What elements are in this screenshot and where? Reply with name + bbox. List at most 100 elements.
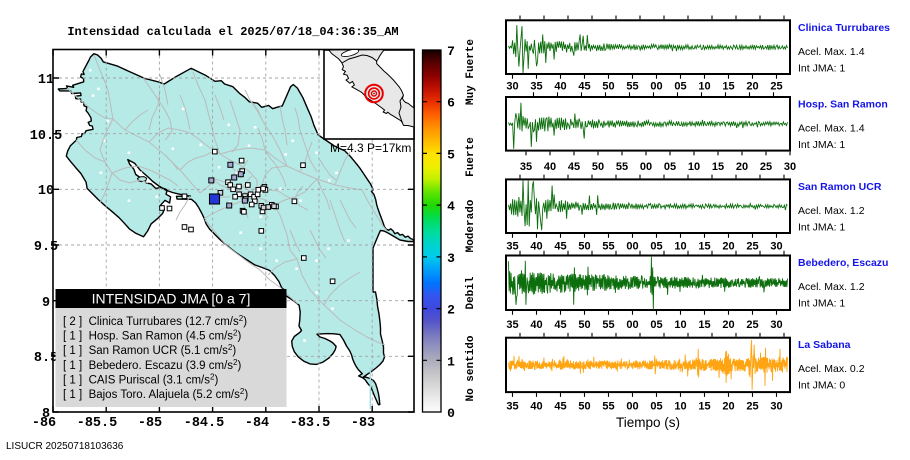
- svg-text:10: 10: [38, 184, 54, 199]
- svg-text:45: 45: [578, 81, 590, 93]
- svg-text:50: 50: [592, 161, 604, 173]
- svg-text:Hosp. San Ramon: Hosp. San Ramon: [798, 99, 888, 111]
- svg-text:25: 25: [760, 161, 772, 173]
- svg-text:M=4.3 P=17km: M=4.3 P=17km: [330, 141, 411, 155]
- svg-text:Muy Fuerte: Muy Fuerte: [465, 39, 477, 105]
- svg-text:20: 20: [746, 81, 758, 93]
- svg-text:00: 00: [626, 240, 638, 252]
- svg-text:35: 35: [506, 240, 518, 252]
- svg-text:20: 20: [722, 401, 734, 413]
- svg-text:6: 6: [447, 96, 455, 111]
- svg-text:50: 50: [578, 401, 590, 413]
- svg-text:45: 45: [554, 319, 566, 331]
- svg-text:-83.5: -83.5: [290, 416, 331, 431]
- svg-text:Int JMA: 1: Int JMA: 1: [798, 298, 845, 310]
- svg-text:8.5: 8.5: [34, 351, 58, 366]
- svg-text:55: 55: [626, 81, 638, 93]
- svg-text:-85: -85: [138, 416, 162, 431]
- svg-text:15: 15: [698, 319, 710, 331]
- svg-text:40: 40: [554, 81, 566, 93]
- svg-text:15: 15: [698, 401, 710, 413]
- svg-text:Acel. Max. 0.2: Acel. Max. 0.2: [798, 363, 865, 375]
- svg-text:25: 25: [746, 319, 758, 331]
- svg-text:40: 40: [530, 401, 542, 413]
- svg-text:35: 35: [520, 161, 532, 173]
- svg-text:2: 2: [447, 303, 455, 318]
- svg-text:1: 1: [447, 354, 455, 369]
- svg-text:[ 1 ] Bebedero. Escazu (3.9 c: [ 1 ] Bebedero. Escazu (3.9 cm/s2): [63, 358, 241, 372]
- svg-text:45: 45: [554, 240, 566, 252]
- svg-text:9: 9: [42, 296, 50, 311]
- svg-text:Moderado: Moderado: [465, 199, 477, 252]
- svg-text:30: 30: [770, 240, 782, 252]
- svg-text:Acel. Max. 1.4: Acel. Max. 1.4: [798, 123, 865, 135]
- svg-text:55: 55: [602, 240, 614, 252]
- svg-text:55: 55: [602, 319, 614, 331]
- svg-text:25: 25: [770, 81, 782, 93]
- svg-text:45: 45: [554, 401, 566, 413]
- svg-text:15: 15: [722, 81, 734, 93]
- svg-text:35: 35: [530, 81, 542, 93]
- svg-text:55: 55: [616, 161, 628, 173]
- svg-text:50: 50: [578, 240, 590, 252]
- svg-text:[ 1 ] San Ramon UCR (5.1 cm/s: [ 1 ] San Ramon UCR (5.1 cm/s2): [63, 343, 236, 357]
- svg-text:05: 05: [664, 161, 676, 173]
- svg-text:4: 4: [447, 199, 455, 214]
- svg-text:50: 50: [602, 81, 614, 93]
- svg-text:35: 35: [506, 319, 518, 331]
- svg-text:-83: -83: [351, 416, 375, 431]
- svg-text:05: 05: [650, 240, 662, 252]
- svg-text:30: 30: [770, 319, 782, 331]
- svg-text:00: 00: [626, 319, 638, 331]
- svg-text:5: 5: [447, 147, 455, 162]
- svg-text:Clinica Turrubares: Clinica Turrubares: [798, 22, 890, 34]
- svg-text:[ 1 ] CAIS Puriscal (3.1 cm/s: [ 1 ] CAIS Puriscal (3.1 cm/s2): [63, 372, 218, 386]
- svg-text:05: 05: [650, 401, 662, 413]
- svg-text:[ 1 ] Bajos Toro. Alajuela (5: [ 1 ] Bajos Toro. Alajuela (5.2 cm/s2): [63, 387, 248, 401]
- svg-text:10: 10: [674, 319, 686, 331]
- svg-text:55: 55: [602, 401, 614, 413]
- svg-text:Acel. Max. 1.2: Acel. Max. 1.2: [798, 205, 865, 217]
- svg-text:Fuerte: Fuerte: [465, 137, 477, 177]
- svg-text:00: 00: [640, 161, 652, 173]
- svg-text:0: 0: [447, 406, 455, 421]
- svg-text:40: 40: [530, 240, 542, 252]
- svg-text:11: 11: [38, 73, 54, 88]
- svg-text:8: 8: [42, 407, 50, 422]
- svg-text:05: 05: [674, 81, 686, 93]
- svg-text:San Ramon UCR: San Ramon UCR: [798, 181, 882, 193]
- svg-text:00: 00: [626, 401, 638, 413]
- svg-text:35: 35: [506, 401, 518, 413]
- svg-text:15: 15: [698, 240, 710, 252]
- svg-text:10: 10: [674, 240, 686, 252]
- svg-text:15: 15: [712, 161, 724, 173]
- svg-text:[ 1 ] Hosp. San Ramon (4.5 cm: [ 1 ] Hosp. San Ramon (4.5 cm/s2): [63, 329, 241, 343]
- svg-text:45: 45: [568, 161, 580, 173]
- svg-text:Int JMA: 1: Int JMA: 1: [798, 62, 845, 74]
- svg-text:Intensidad calculada el 2025/0: Intensidad calculada el 2025/07/18_04:36…: [67, 25, 398, 39]
- svg-text:-84: -84: [245, 416, 269, 431]
- svg-text:9.5: 9.5: [34, 240, 58, 255]
- svg-text:20: 20: [722, 240, 734, 252]
- svg-text:-85.5: -85.5: [77, 416, 118, 431]
- svg-text:INTENSIDAD JMA [0 a 7]: INTENSIDAD JMA [0 a 7]: [92, 291, 251, 307]
- svg-text:La Sabana: La Sabana: [798, 339, 851, 351]
- svg-text:Acel. Max. 1.4: Acel. Max. 1.4: [798, 46, 865, 58]
- svg-text:Int JMA: 1: Int JMA: 1: [798, 139, 845, 151]
- svg-text:20: 20: [722, 319, 734, 331]
- svg-text:[ 2 ] Clinica Turrubares (12.: [ 2 ] Clinica Turrubares (12.7 cm/s2): [63, 314, 247, 328]
- svg-text:Tiempo (s): Tiempo (s): [616, 415, 680, 430]
- svg-text:00: 00: [650, 81, 662, 93]
- svg-text:-84.5: -84.5: [184, 416, 225, 431]
- svg-text:Debil: Debil: [465, 276, 477, 309]
- svg-text:No sentido: No sentido: [465, 335, 477, 401]
- svg-text:LISUCR 20250718103636: LISUCR 20250718103636: [6, 441, 124, 452]
- svg-text:7: 7: [447, 44, 455, 59]
- svg-text:Acel. Max. 1.2: Acel. Max. 1.2: [798, 281, 865, 293]
- svg-text:10: 10: [674, 401, 686, 413]
- svg-text:40: 40: [530, 319, 542, 331]
- svg-text:25: 25: [746, 240, 758, 252]
- svg-text:25: 25: [746, 401, 758, 413]
- svg-text:Int JMA: 0: Int JMA: 0: [798, 380, 845, 392]
- svg-text:-86: -86: [32, 416, 56, 431]
